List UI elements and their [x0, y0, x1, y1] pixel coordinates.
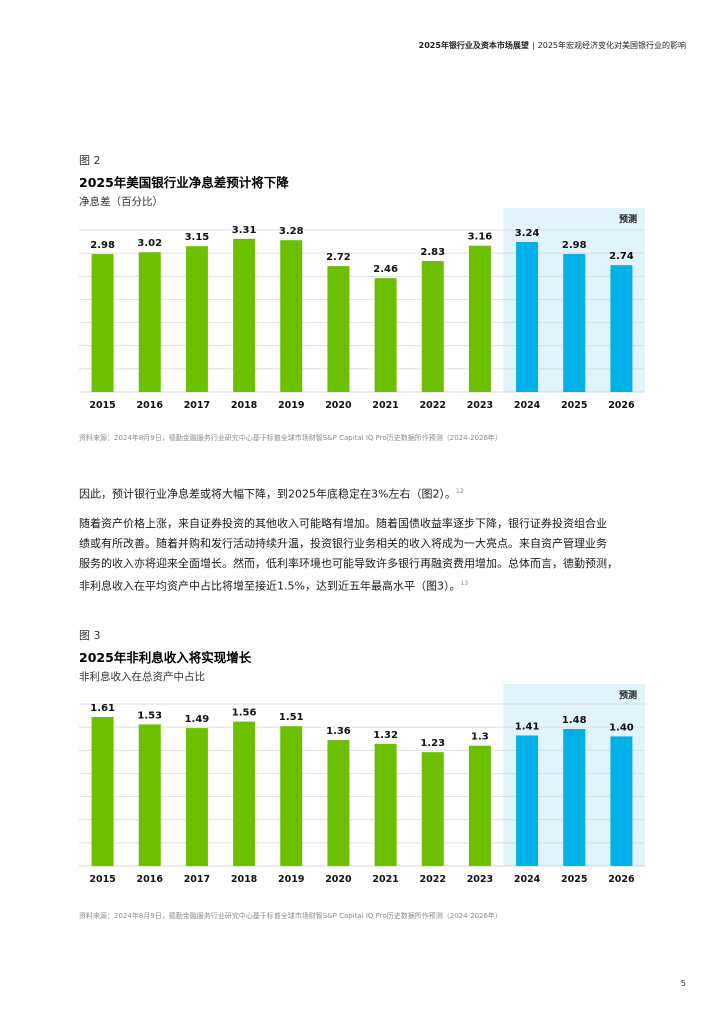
- paragraph-line: 随着资产价格上涨，来自证券投资的其他收入可能略有增加。随着国债收益率逐步下降，银…: [79, 517, 607, 530]
- x-tick-label-2015: 2015: [89, 400, 115, 411]
- bar-2015: [91, 254, 114, 392]
- bar-2025: [563, 254, 586, 392]
- forecast-label: 预测: [619, 213, 637, 225]
- value-label-2023: 1.3: [471, 732, 489, 743]
- x-tick-label-2015: 2015: [89, 874, 115, 885]
- x-tick-label-2026: 2026: [608, 400, 635, 411]
- x-tick-label-2023: 2023: [467, 874, 493, 885]
- x-tick-label-2022: 2022: [420, 400, 446, 411]
- paragraph-nim: 因此，预计银行业净息差或将大幅下降，到2025年底稳定在3%左右（图2）。12: [79, 482, 647, 505]
- x-tick-label-2025: 2025: [561, 400, 587, 411]
- value-label-2021: 2.46: [373, 264, 398, 275]
- figure3-label: 图 3: [79, 629, 101, 642]
- value-label-2024: 3.24: [515, 228, 540, 239]
- page-number: 5: [680, 979, 686, 988]
- value-label-2022: 2.83: [420, 247, 445, 258]
- bar-2017: [185, 728, 208, 866]
- paragraph-line: 服务的收入亦将迎来全面增长。然而，低利率环境也可能导致许多银行再融资费用增加。总…: [79, 557, 618, 570]
- value-label-2025: 1.48: [562, 715, 587, 726]
- x-tick-label-2017: 2017: [184, 874, 210, 885]
- x-tick-label-2020: 2020: [325, 874, 352, 885]
- bar-2018: [233, 238, 256, 392]
- value-label-2026: 2.74: [609, 251, 634, 262]
- forecast-label: 预测: [619, 689, 637, 701]
- report-title: 2025年银行业及资本市场展望: [418, 41, 529, 50]
- x-tick-label-2019: 2019: [278, 400, 304, 411]
- bar-2021: [374, 278, 397, 392]
- x-tick-label-2023: 2023: [467, 400, 493, 411]
- bar-2018: [233, 721, 256, 866]
- value-label-2022: 1.23: [420, 738, 445, 749]
- figure2-label: 图 2: [79, 154, 101, 167]
- x-tick-label-2020: 2020: [325, 400, 352, 411]
- bar-2023: [468, 745, 491, 866]
- x-tick-label-2019: 2019: [278, 874, 304, 885]
- bar-2024: [516, 735, 539, 866]
- x-tick-label-2021: 2021: [372, 874, 398, 885]
- value-label-2019: 3.28: [279, 226, 304, 237]
- value-label-2018: 3.31: [232, 225, 257, 236]
- value-label-2024: 1.41: [515, 721, 540, 732]
- bar-2019: [280, 726, 303, 866]
- x-tick-label-2021: 2021: [372, 400, 398, 411]
- x-tick-label-2022: 2022: [420, 874, 446, 885]
- x-tick-label-2016: 2016: [137, 400, 164, 411]
- x-tick-label-2017: 2017: [184, 400, 210, 411]
- paragraph-line: 绩或有所改善。随着并购和发行活动持续升温，投资银行业务相关的收入将成为一大亮点。…: [79, 537, 607, 550]
- bar-2019: [280, 240, 303, 392]
- bar-2016: [138, 252, 161, 392]
- x-tick-label-2024: 2024: [514, 874, 541, 885]
- figure3-source: 资料来源：2024年8月9日，德勤金融服务行业研究中心基于标普全球市场财智S&P…: [79, 912, 502, 920]
- figure3-title: 2025年非利息收入将实现增长: [79, 650, 252, 665]
- bar-2015: [91, 716, 114, 866]
- value-label-2018: 1.56: [232, 708, 257, 719]
- paragraph-line-text: 非利息收入在平均资产中占比将增至接近1.5%，达到近五年最高水平（图3）。: [79, 579, 461, 593]
- value-label-2019: 1.51: [279, 712, 304, 723]
- figure2-chart: 预测 2.98 2015 3.02 2016 3.15 2017 3.31 2018 3.28 20…: [79, 208, 645, 411]
- value-label-2016: 1.53: [137, 710, 162, 721]
- value-label-2015: 2.98: [90, 240, 115, 251]
- footnote-ref-13: 13: [460, 580, 469, 587]
- value-label-2025: 2.98: [562, 240, 587, 251]
- footnote-ref-12: 12: [455, 488, 464, 495]
- value-label-2017: 3.15: [185, 232, 210, 243]
- x-tick-label-2026: 2026: [608, 874, 635, 885]
- bar-2023: [468, 245, 491, 392]
- bar-2021: [374, 743, 397, 866]
- page-header: 2025年银行业及资本市场展望 | 2025年宏观经济变化对美国银行业的影响: [419, 40, 686, 51]
- paragraph-line: 非利息收入在平均资产中占比将增至接近1.5%，达到近五年最高水平（图3）。13: [79, 574, 647, 597]
- paragraph-nim-text: 因此，预计银行业净息差或将大幅下降，到2025年底稳定在3%左右（图2）。: [79, 487, 456, 501]
- bar-2026: [610, 736, 633, 866]
- value-label-2017: 1.49: [185, 714, 210, 725]
- x-tick-label-2018: 2018: [231, 874, 258, 885]
- bar-2022: [421, 261, 444, 392]
- figure2-title: 2025年美国银行业净息差预计将下降: [79, 175, 289, 190]
- bar-2024: [516, 242, 539, 392]
- bar-2016: [138, 724, 161, 866]
- bar-2020: [327, 266, 350, 392]
- value-label-2023: 3.16: [468, 232, 493, 243]
- value-label-2021: 1.32: [373, 730, 398, 741]
- value-label-2020: 1.36: [326, 726, 351, 737]
- x-tick-label-2024: 2024: [514, 400, 541, 411]
- bar-2025: [563, 728, 586, 866]
- value-label-2026: 1.40: [609, 722, 634, 733]
- figure2-subtitle: 净息差（百分比）: [79, 196, 163, 208]
- section-title: 2025年宏观经济变化对美国银行业的影响: [537, 41, 686, 50]
- x-tick-label-2016: 2016: [137, 874, 164, 885]
- x-tick-label-2018: 2018: [231, 400, 258, 411]
- figure2-source: 资料来源：2024年8月9日，德勤金融服务行业研究中心基于标普全球市场财智S&P…: [79, 434, 502, 442]
- value-label-2016: 3.02: [137, 238, 162, 249]
- figure3-chart: 预测 1.61 2015 1.53 2016 1.49 2017 1.56 2018 1.51 20…: [79, 684, 645, 885]
- figure3-subtitle: 非利息收入在总资产中占比: [79, 671, 205, 683]
- x-tick-label-2025: 2025: [561, 874, 587, 885]
- paragraph-noninterest: 随着资产价格上涨，来自证券投资的其他收入可能略有增加。随着国债收益率逐步下降，银…: [79, 514, 647, 597]
- value-label-2015: 1.61: [90, 703, 115, 714]
- bar-2017: [185, 246, 208, 392]
- bar-2022: [421, 752, 444, 866]
- header-separator: |: [531, 41, 535, 50]
- bar-2026: [610, 265, 633, 392]
- bar-2020: [327, 740, 350, 866]
- value-label-2020: 2.72: [326, 252, 351, 263]
